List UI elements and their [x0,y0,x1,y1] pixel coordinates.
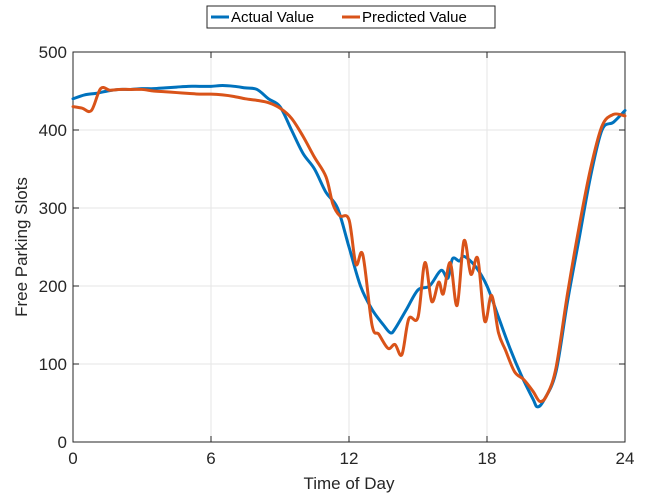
y-tick-label: 200 [39,277,67,296]
y-tick-label: 500 [39,43,67,62]
y-tick-label: 100 [39,355,67,374]
y-tick-label: 0 [58,433,67,452]
x-axis-ticks: 0 6 12 18 24 [68,52,634,468]
y-tick-label: 300 [39,199,67,218]
legend-label-predicted: Predicted Value [362,9,467,26]
y-axis-ticks: 0 100 200 300 400 500 [39,43,625,452]
x-tick-label: 6 [206,449,215,468]
x-tick-label: 0 [68,449,77,468]
actual-value-line [71,84,627,409]
x-axis-label: Time of Day [303,474,395,493]
legend: Actual Value Predicted Value [206,5,496,29]
y-tick-label: 400 [39,121,67,140]
predicted-value-line [71,85,627,404]
x-tick-label: 18 [478,449,497,468]
legend-label-actual: Actual Value [231,9,314,26]
series-layer [71,84,627,409]
x-tick-label: 12 [340,449,359,468]
y-axis-label: Free Parking Slots [12,177,31,317]
x-tick-label: 24 [616,449,635,468]
